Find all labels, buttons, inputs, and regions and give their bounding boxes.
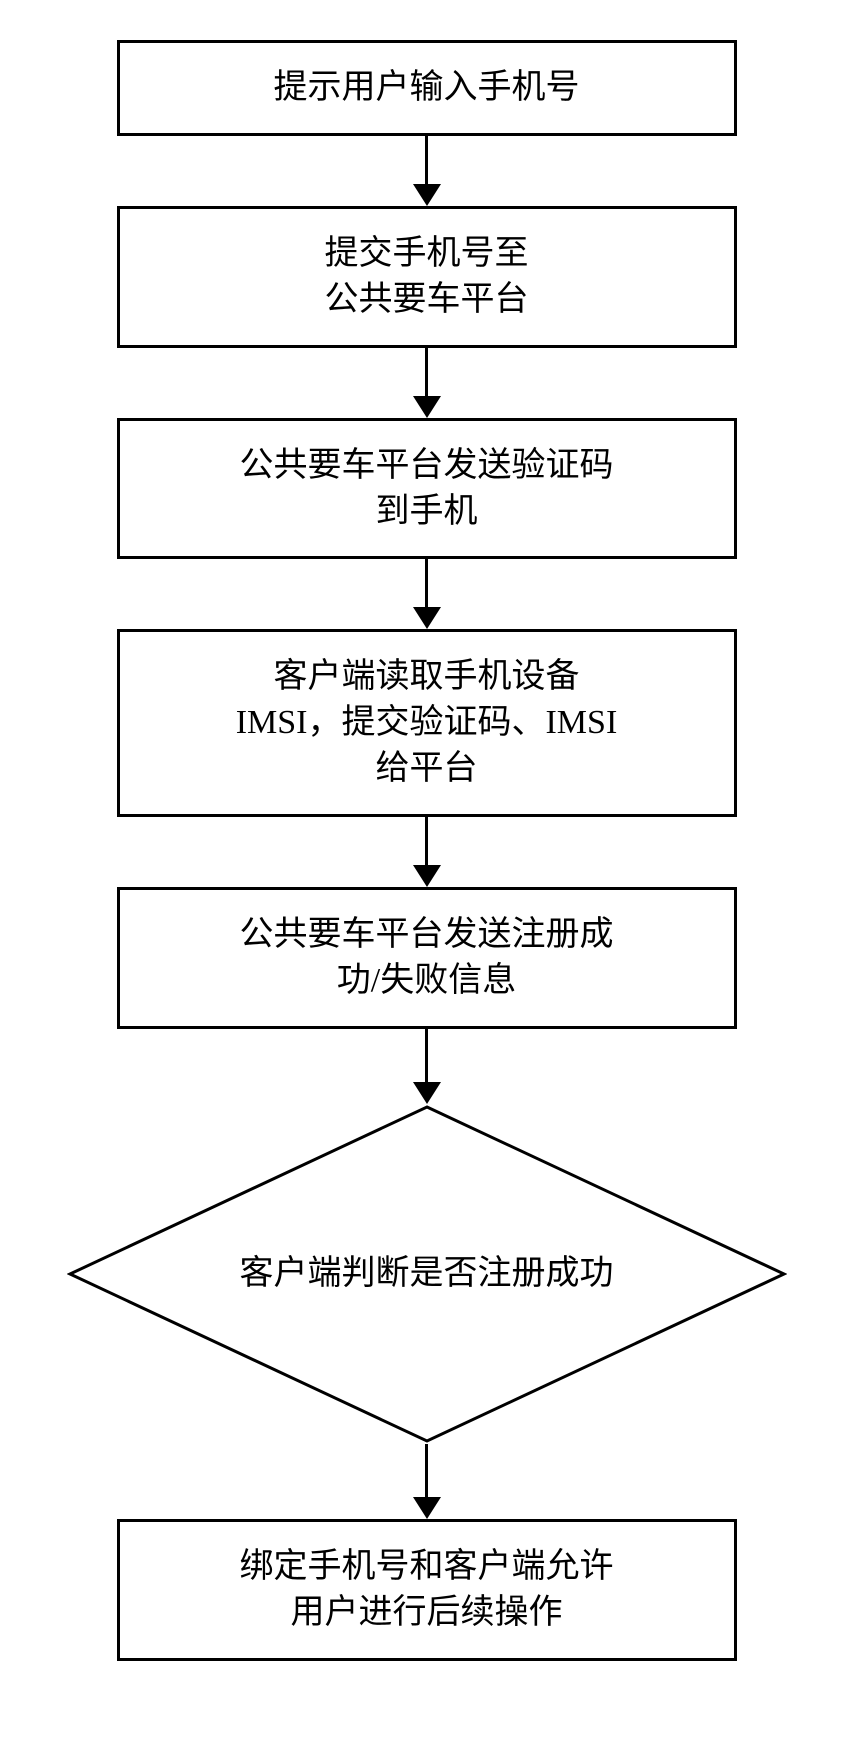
process-box-7: 绑定手机号和客户端允许用户进行后续操作	[117, 1519, 737, 1661]
flowchart-container: 提示用户输入手机号 提交手机号至公共要车平台 公共要车平台发送验证码到手机 客户…	[52, 40, 802, 1661]
arrow-connector	[413, 136, 441, 206]
process-label: 绑定手机号和客户端允许用户进行后续操作	[240, 1544, 614, 1636]
arrow-connector	[413, 559, 441, 629]
decision-box: 客户端判断是否注册成功	[67, 1104, 787, 1444]
process-label: 公共要车平台发送验证码到手机	[240, 443, 614, 535]
arrow-connector	[413, 817, 441, 887]
process-label: 提交手机号至公共要车平台	[325, 231, 529, 323]
process-label: 提示用户输入手机号	[274, 65, 580, 111]
process-box-5: 公共要车平台发送注册成功/失败信息	[117, 887, 737, 1029]
arrow-connector	[413, 1444, 441, 1519]
process-box-4: 客户端读取手机设备IMSI，提交验证码、IMSI给平台	[117, 629, 737, 817]
arrow-connector	[413, 348, 441, 418]
decision-label: 客户端判断是否注册成功	[240, 1251, 614, 1297]
process-label: 公共要车平台发送注册成功/失败信息	[240, 912, 614, 1004]
process-box-2: 提交手机号至公共要车平台	[117, 206, 737, 348]
process-label: 客户端读取手机设备IMSI，提交验证码、IMSI给平台	[236, 654, 618, 792]
process-box-1: 提示用户输入手机号	[117, 40, 737, 136]
process-box-3: 公共要车平台发送验证码到手机	[117, 418, 737, 560]
arrow-connector	[413, 1029, 441, 1104]
